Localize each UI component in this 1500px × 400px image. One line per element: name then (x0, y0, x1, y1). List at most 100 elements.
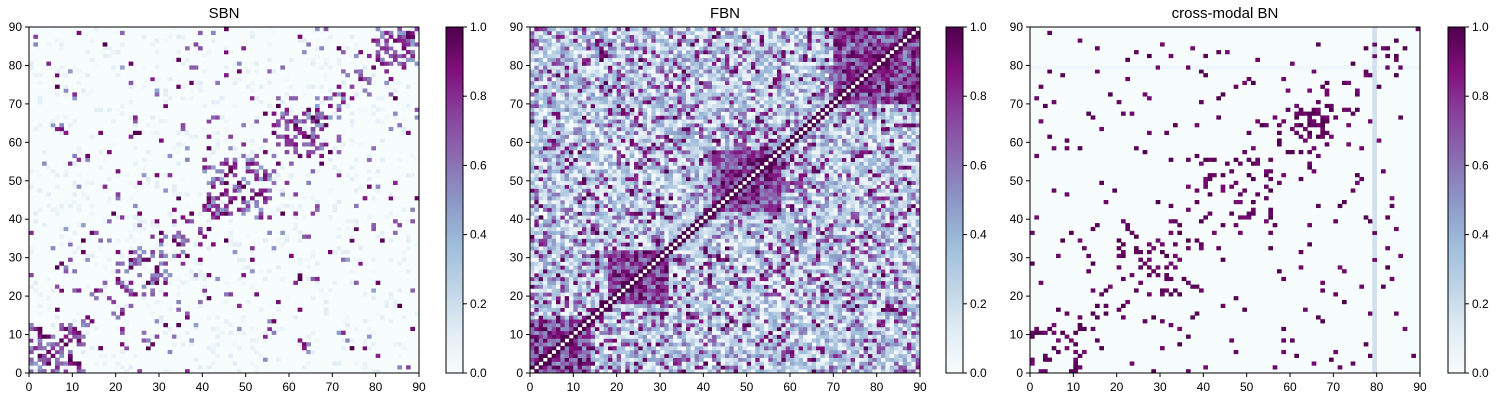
heatmap-cell (582, 338, 587, 343)
heatmap-cell (655, 357, 661, 362)
heatmap-cell (560, 319, 566, 324)
heatmap-cell (577, 296, 583, 301)
heatmap-cell (543, 273, 548, 278)
heatmap-cell (755, 246, 761, 251)
heatmap-cell (293, 192, 299, 197)
heatmap-cell (859, 253, 865, 259)
heatmap-cell (785, 296, 791, 301)
heatmap-cell (538, 253, 544, 259)
heatmap-cell (768, 253, 774, 259)
heatmap-cell (616, 280, 622, 285)
heatmap-cell (556, 238, 561, 243)
heatmap-cell (634, 342, 639, 347)
heatmap-cell (556, 338, 561, 343)
heatmap-cell (894, 323, 899, 328)
heatmap-cell (612, 276, 618, 282)
heatmap-cell (642, 261, 648, 266)
heatmap-cell (577, 261, 583, 266)
heatmap-cell (228, 353, 234, 358)
heatmap-cell (690, 369, 696, 374)
heatmap-cell (141, 219, 147, 224)
heatmap-cell (547, 307, 553, 312)
heatmap-cell (816, 269, 821, 274)
heatmap-cell (172, 207, 177, 212)
heatmap-cell (193, 65, 199, 70)
heatmap-cell (250, 176, 255, 182)
heatmap-cell (738, 311, 743, 316)
heatmap-cell (590, 319, 596, 324)
heatmap-cell (690, 303, 696, 308)
heatmap-cell (781, 334, 787, 339)
heatmap-cell (111, 119, 117, 124)
heatmap-cell (677, 369, 683, 374)
heatmap-cell (733, 223, 739, 228)
heatmap-cell (547, 346, 553, 351)
heatmap-cell (772, 288, 778, 293)
heatmap-cell (625, 349, 631, 355)
heatmap-cell (807, 334, 813, 339)
heatmap-cell (577, 338, 583, 343)
heatmap-cell (284, 180, 290, 185)
heatmap-cell (863, 361, 869, 366)
heatmap-cell (742, 319, 748, 324)
heatmap-cell (33, 73, 39, 78)
heatmap-cell (63, 334, 69, 339)
heatmap-cell (551, 276, 557, 282)
heatmap-cell (124, 346, 130, 351)
heatmap-cell (271, 246, 277, 251)
heatmap-cell (894, 269, 899, 274)
heatmap-cell (42, 334, 47, 339)
heatmap-cell (846, 223, 852, 228)
heatmap-cell (898, 330, 904, 335)
heatmap-cell (154, 76, 160, 82)
heatmap-cell (573, 261, 579, 266)
heatmap-cell (534, 226, 540, 232)
heatmap-cell (582, 226, 587, 232)
heatmap-cell (638, 346, 644, 351)
heatmap-cell (803, 365, 808, 370)
heatmap-cell (315, 146, 320, 151)
heatmap-cell (660, 249, 665, 255)
heatmap-cell (677, 292, 683, 297)
heatmap-cell (638, 242, 644, 247)
heatmap-cell (915, 299, 921, 305)
heatmap-cell (807, 326, 813, 332)
heatmap-cell (289, 57, 294, 62)
heatmap-cell (128, 365, 134, 370)
heatmap-cell (894, 353, 899, 358)
heatmap-cell (42, 150, 47, 155)
heatmap-cell (29, 365, 34, 370)
heatmap-cell (254, 153, 260, 159)
heatmap-cell (842, 284, 847, 289)
heatmap-cell (850, 223, 856, 228)
heatmap-cell (881, 369, 886, 374)
heatmap-cell (855, 246, 860, 251)
heatmap-cell (154, 38, 160, 43)
heatmap-cell (137, 257, 143, 262)
heatmap-cell (397, 365, 403, 370)
heatmap-cell (180, 34, 186, 39)
heatmap-cell (863, 253, 869, 259)
heatmap-cell (681, 261, 687, 266)
heatmap-cell (651, 369, 657, 374)
heatmap-cell (842, 365, 847, 370)
heatmap-cell (768, 269, 774, 274)
heatmap-cell (599, 299, 605, 305)
heatmap-cell (751, 253, 756, 259)
heatmap-cell (569, 246, 574, 251)
heatmap-cell (816, 346, 821, 351)
heatmap-cell (642, 353, 648, 358)
heatmap-cell (128, 261, 134, 266)
heatmap-cell (859, 242, 865, 247)
heatmap-cell (560, 292, 566, 297)
heatmap-cell (180, 142, 186, 147)
heatmap-cell (872, 242, 878, 247)
heatmap-cell (341, 257, 346, 262)
heatmap-cell (768, 299, 774, 305)
heatmap-cell (336, 46, 342, 51)
heatmap-cell (150, 276, 156, 282)
heatmap-cell (842, 253, 847, 259)
heatmap-cell (850, 234, 856, 239)
heatmap-cell (306, 173, 312, 178)
heatmap-cell (746, 273, 752, 278)
